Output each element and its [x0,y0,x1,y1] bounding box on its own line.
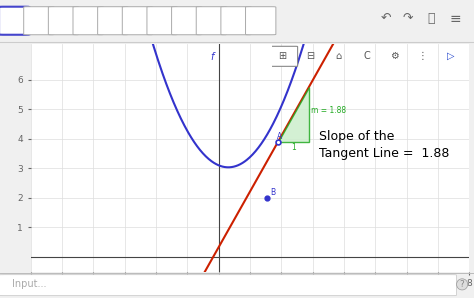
FancyBboxPatch shape [246,7,276,35]
Text: ⊟: ⊟ [306,51,314,61]
FancyBboxPatch shape [172,7,202,35]
FancyBboxPatch shape [122,7,153,35]
Text: ⊞: ⊞ [278,51,286,61]
FancyBboxPatch shape [0,275,456,296]
Text: m = 1.88: m = 1.88 [311,106,346,115]
Text: ↷: ↷ [402,12,413,25]
Text: A: A [277,132,282,141]
Text: ⌕: ⌕ [428,12,435,25]
Text: ?: ? [460,280,465,289]
Text: f: f [210,52,213,62]
FancyBboxPatch shape [98,7,128,35]
Text: ⚙: ⚙ [390,51,399,61]
Text: 1: 1 [292,143,296,152]
FancyBboxPatch shape [48,7,79,35]
Text: B: B [270,189,275,198]
FancyBboxPatch shape [24,7,54,35]
Text: Slope of the
Tangent Line =  1.88: Slope of the Tangent Line = 1.88 [319,130,449,160]
FancyBboxPatch shape [196,7,227,35]
Text: ▷: ▷ [447,51,455,61]
Text: ≡: ≡ [449,12,461,26]
FancyBboxPatch shape [0,7,29,35]
FancyBboxPatch shape [73,7,103,35]
FancyBboxPatch shape [268,46,298,66]
Text: ⋮: ⋮ [418,51,428,61]
Text: ⌂: ⌂ [335,51,341,61]
Text: C: C [363,51,370,61]
FancyBboxPatch shape [221,7,251,35]
Text: Input...: Input... [12,279,46,289]
Polygon shape [278,87,309,142]
FancyBboxPatch shape [147,7,177,35]
Text: ↶: ↶ [381,12,392,25]
